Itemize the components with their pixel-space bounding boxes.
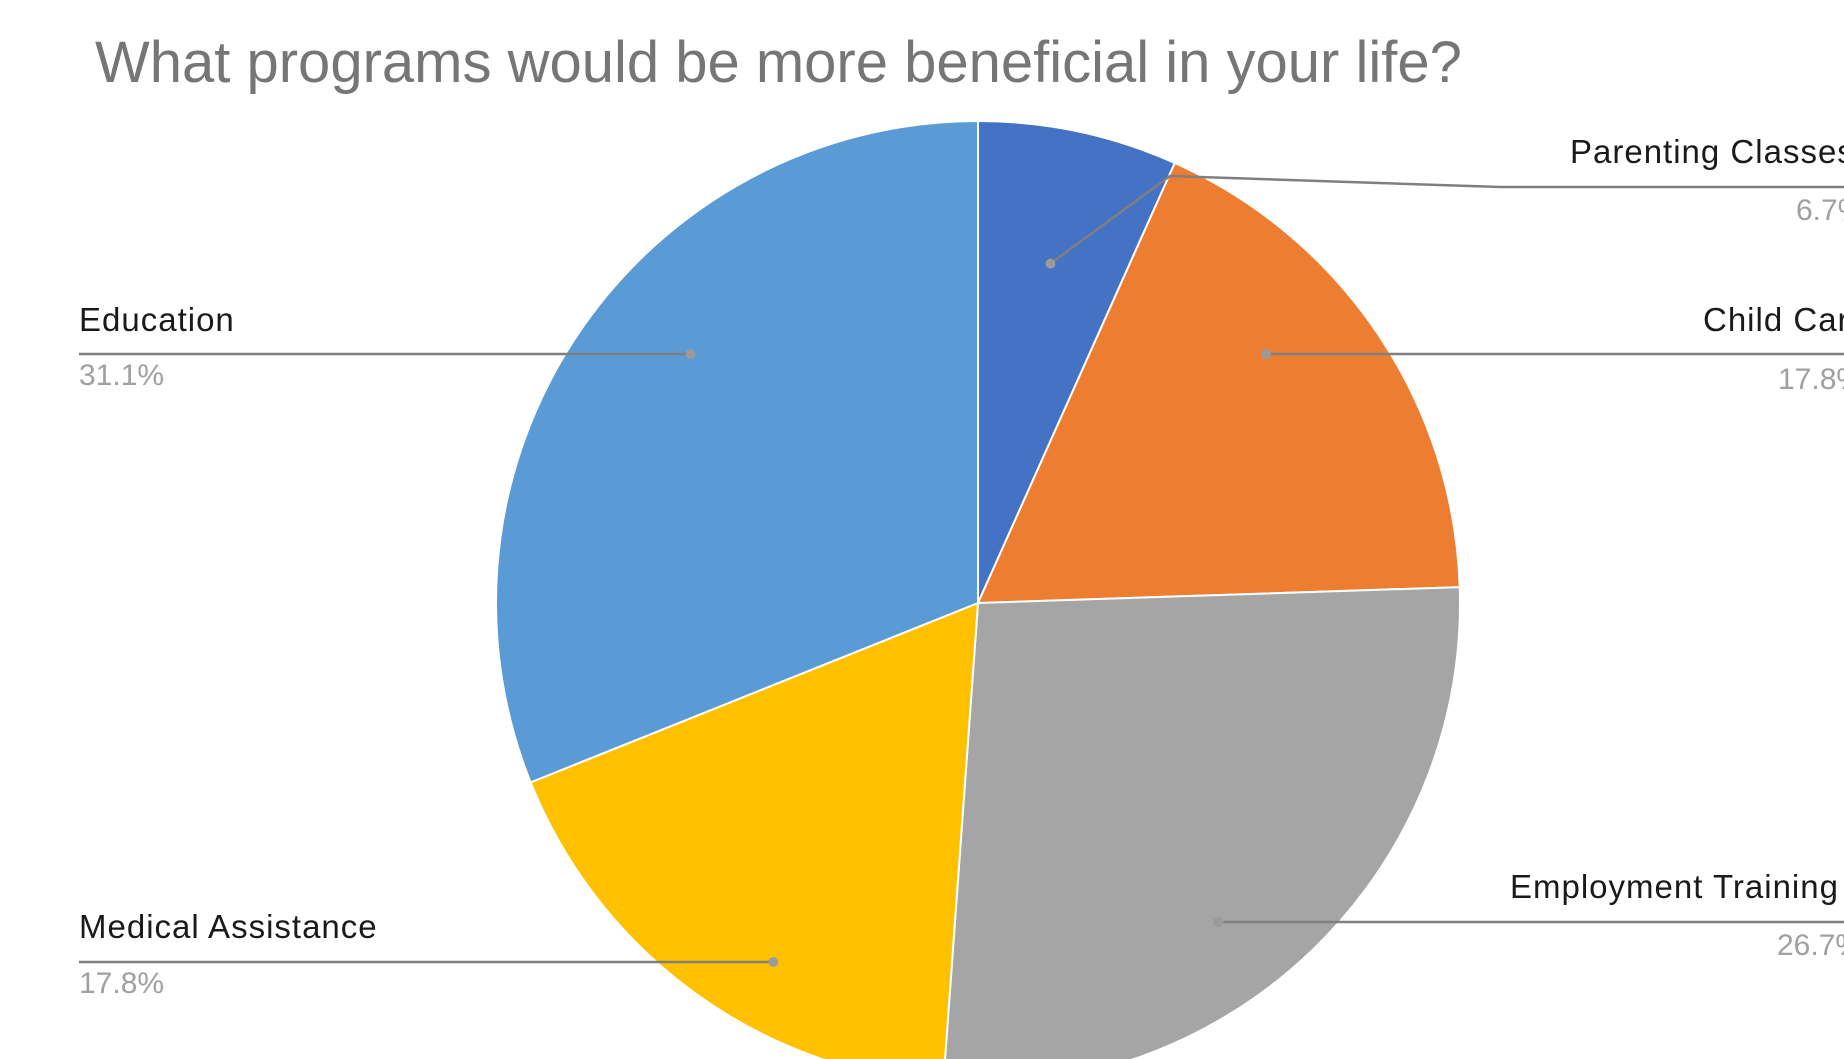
data-label-name-medical-assistance: Medical Assistance (79, 908, 378, 945)
data-label-value-employment-training: 26.7% (1777, 929, 1844, 962)
data-labels: Parenting Classes 6.7% Child Care 17.8% Empl… (79, 133, 1844, 1000)
data-label-value-parenting-classes: 6.7% (1796, 194, 1844, 227)
leader-line-parenting-classes (1049, 174, 1844, 265)
pie-slice-education (495, 119, 979, 784)
leader-dot-parenting-classes (1045, 258, 1056, 269)
pie-slice-medical-assistance (529, 601, 980, 1059)
data-label-name-child-care: Child Care (1703, 301, 1844, 338)
data-label-name-education: Education (79, 301, 235, 338)
leader-dot-employment-training (1213, 917, 1224, 927)
data-label-value-child-care: 17.8% (1778, 363, 1844, 396)
data-label-name-parenting-classes: Parenting Classes (1570, 133, 1844, 170)
pie-slice-employment-training (944, 586, 1461, 1059)
leader-dot-education (685, 349, 696, 359)
pie-slices (495, 119, 1461, 1059)
pie-slice-parenting-classes (977, 119, 1177, 604)
leader-dot-child-care (1261, 349, 1272, 359)
data-label-value-education: 31.1% (79, 359, 164, 392)
chart-title: What programs would be more beneficial i… (95, 30, 1462, 95)
pie-slice-child-care (976, 161, 1461, 605)
data-label-name-employment-training: Employment Training (1510, 868, 1839, 905)
data-label-value-medical-assistance: 17.8% (79, 967, 164, 1000)
leader-dot-medical-assistance (768, 957, 779, 967)
